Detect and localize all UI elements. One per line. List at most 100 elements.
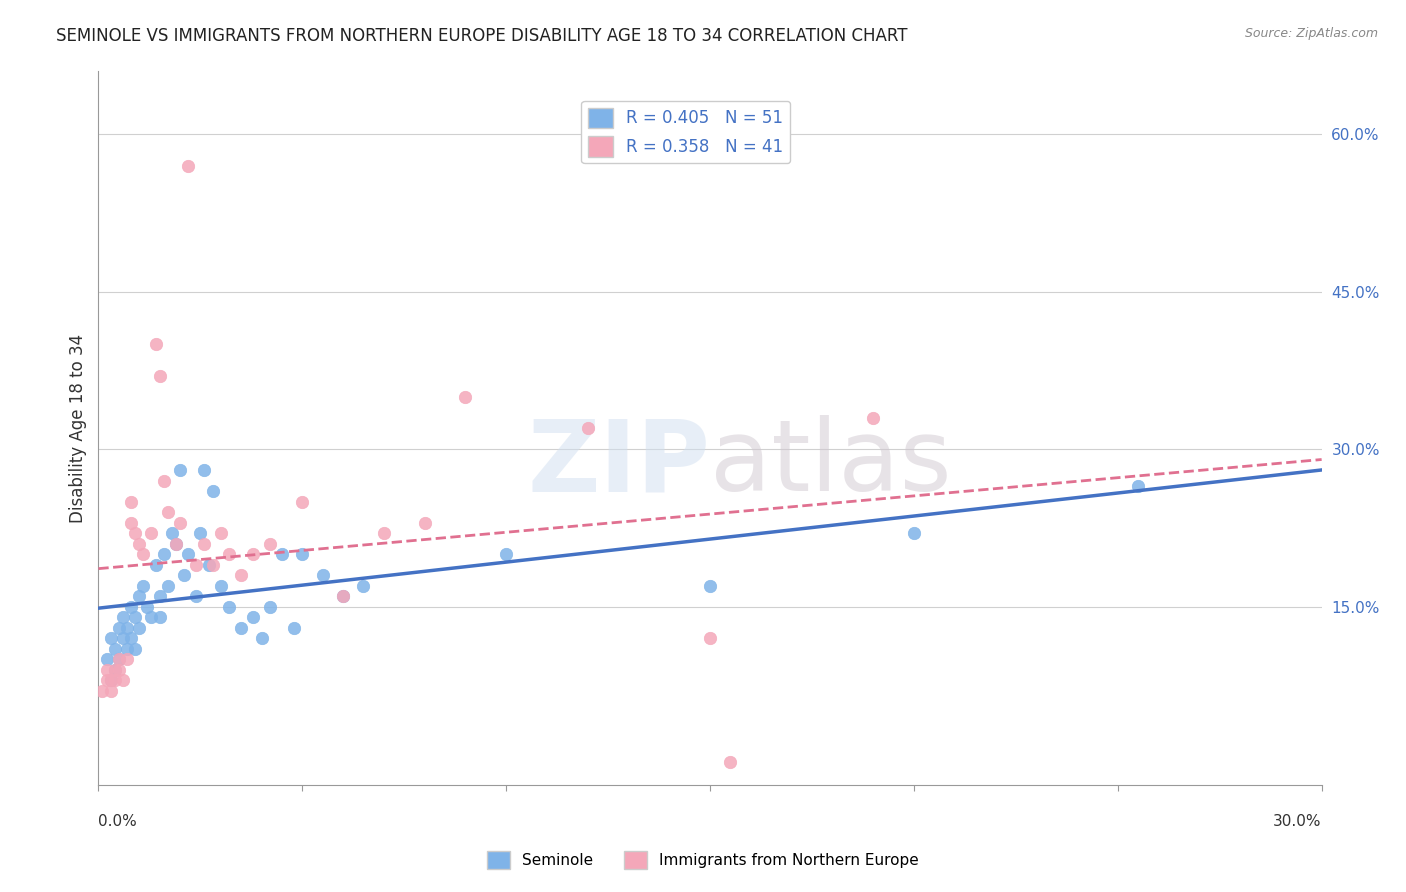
Point <box>332 589 354 603</box>
Point <box>141 526 163 541</box>
Text: ZIP: ZIP <box>527 416 710 512</box>
Point <box>100 683 122 698</box>
Point <box>115 641 138 656</box>
Point <box>108 652 131 666</box>
Legend: R = 0.405   N = 51, R = 0.358   N = 41: R = 0.405 N = 51, R = 0.358 N = 41 <box>581 101 790 163</box>
Point <box>108 663 131 677</box>
Point <box>108 621 131 635</box>
Point <box>100 631 122 645</box>
Point <box>100 673 122 687</box>
Point <box>132 578 155 592</box>
Text: atlas: atlas <box>710 416 952 512</box>
Point <box>495 547 517 561</box>
Point <box>128 621 150 635</box>
Y-axis label: Disability Age 18 to 34: Disability Age 18 to 34 <box>69 334 87 523</box>
Point <box>111 631 134 645</box>
Text: 0.0%: 0.0% <box>98 814 138 829</box>
Point <box>291 494 314 508</box>
Text: 30.0%: 30.0% <box>1274 814 1322 829</box>
Point <box>160 526 183 541</box>
Point <box>197 558 219 572</box>
Point <box>373 526 395 541</box>
Point <box>242 610 264 624</box>
Point <box>259 536 281 550</box>
Point <box>173 568 195 582</box>
Point <box>128 589 150 603</box>
Point <box>120 516 142 530</box>
Point <box>169 463 191 477</box>
Point <box>209 578 232 592</box>
Point <box>259 599 281 614</box>
Point <box>145 558 167 572</box>
Point <box>413 516 436 530</box>
Point <box>250 631 273 645</box>
Point <box>270 547 294 561</box>
Point <box>128 536 150 550</box>
Point <box>152 474 174 488</box>
Point <box>115 652 138 666</box>
Point <box>283 621 305 635</box>
Point <box>96 652 118 666</box>
Point <box>186 589 208 603</box>
Point <box>104 673 127 687</box>
Point <box>903 526 925 541</box>
Point <box>242 547 264 561</box>
Point <box>291 547 314 561</box>
Point <box>104 663 127 677</box>
Legend: Seminole, Immigrants from Northern Europe: Seminole, Immigrants from Northern Europ… <box>481 845 925 875</box>
Point <box>149 368 172 383</box>
Point <box>152 547 174 561</box>
Point <box>156 505 179 519</box>
Point <box>141 610 163 624</box>
Point <box>231 568 253 582</box>
Point <box>100 673 122 687</box>
Point <box>96 673 118 687</box>
Point <box>177 159 200 173</box>
Point <box>576 421 599 435</box>
Point <box>165 536 187 550</box>
Point <box>201 484 224 499</box>
Point <box>108 652 131 666</box>
Point <box>124 526 146 541</box>
Point <box>165 536 187 550</box>
Point <box>111 610 134 624</box>
Point <box>454 390 477 404</box>
Point <box>188 526 212 541</box>
Point <box>136 599 159 614</box>
Point <box>111 673 134 687</box>
Point <box>209 526 232 541</box>
Text: Source: ZipAtlas.com: Source: ZipAtlas.com <box>1244 27 1378 40</box>
Point <box>699 578 721 592</box>
Point <box>104 641 127 656</box>
Point <box>115 621 138 635</box>
Point <box>156 578 179 592</box>
Point <box>104 663 127 677</box>
Point <box>120 599 142 614</box>
Point <box>1128 479 1150 493</box>
Point <box>720 755 742 769</box>
Point <box>96 663 118 677</box>
Point <box>193 463 215 477</box>
Text: SEMINOLE VS IMMIGRANTS FROM NORTHERN EUROPE DISABILITY AGE 18 TO 34 CORRELATION : SEMINOLE VS IMMIGRANTS FROM NORTHERN EUR… <box>56 27 908 45</box>
Point <box>177 547 200 561</box>
Point <box>124 610 146 624</box>
Point <box>218 599 240 614</box>
Point <box>231 621 253 635</box>
Point <box>169 516 191 530</box>
Point <box>91 683 114 698</box>
Point <box>862 410 884 425</box>
Point <box>312 568 335 582</box>
Point <box>132 547 155 561</box>
Point <box>124 641 146 656</box>
Point <box>149 589 172 603</box>
Point <box>201 558 224 572</box>
Point <box>186 558 208 572</box>
Point <box>120 631 142 645</box>
Point <box>149 610 172 624</box>
Point <box>120 494 142 508</box>
Point <box>699 631 721 645</box>
Point <box>218 547 240 561</box>
Point <box>332 589 354 603</box>
Point <box>193 536 215 550</box>
Point <box>352 578 374 592</box>
